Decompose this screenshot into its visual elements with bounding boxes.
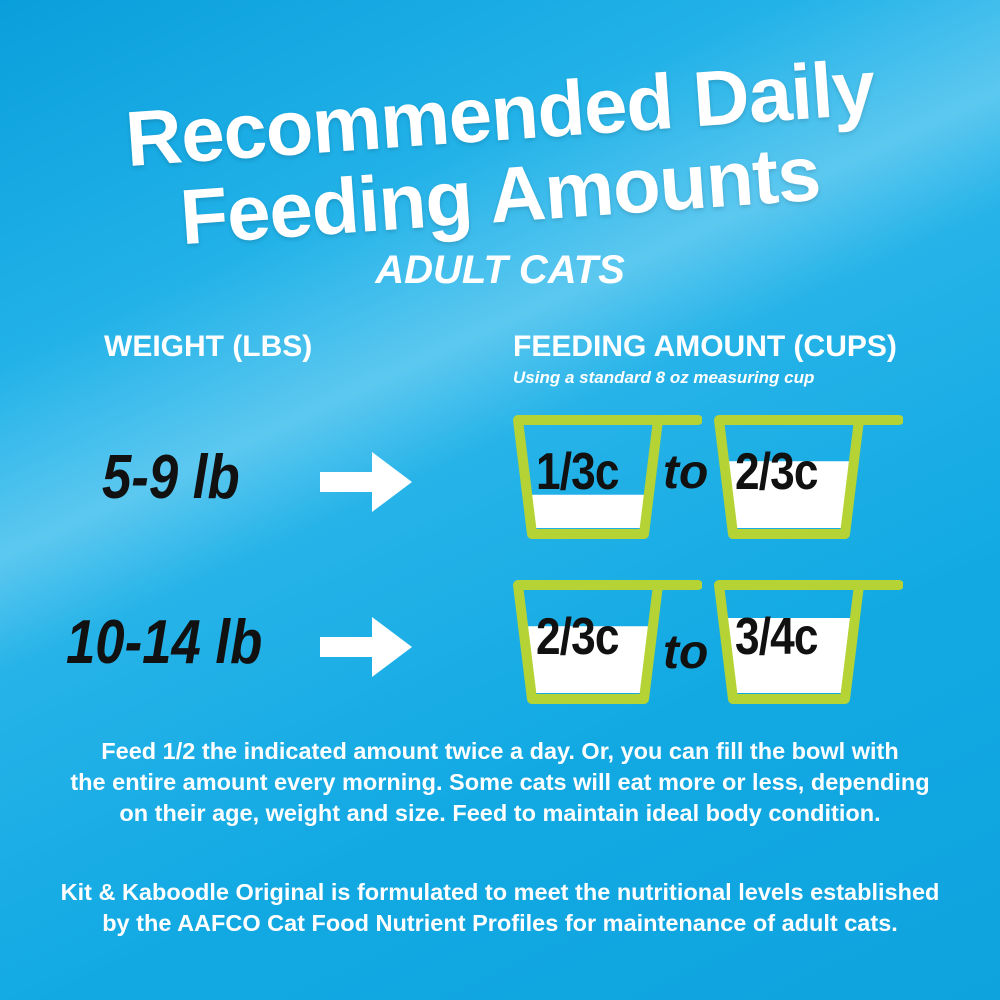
- cup-min-label: 2/3c: [536, 608, 619, 666]
- cup-fill: [726, 461, 852, 528]
- disclaimer-line: Kit & Kaboodle Original is formulated to…: [60, 879, 940, 905]
- connector-to: to: [663, 626, 709, 679]
- cup-fill: [530, 494, 646, 528]
- right-arrow-icon: [320, 452, 412, 512]
- cup-min: 2/3c: [512, 579, 703, 709]
- disclaimer: Kit & Kaboodle Original is formulated to…: [30, 877, 970, 939]
- cup-max-label: 2/3c: [735, 443, 818, 501]
- connector-to: to: [663, 446, 709, 499]
- amount-header: FEEDING AMOUNT (CUPS): [513, 330, 897, 363]
- amount-note: Using a standard 8 oz measuring cup: [513, 368, 815, 387]
- cup-min: 1/3c: [512, 414, 703, 544]
- instructions: Feed 1/2 the indicated amount twice a da…: [30, 736, 970, 829]
- instructions-line: Feed 1/2 the indicated amount twice a da…: [101, 738, 899, 764]
- right-arrow-icon: [320, 617, 412, 677]
- cup-max-label: 3/4c: [735, 608, 818, 666]
- weight-label: 5-9 lb: [102, 443, 240, 512]
- instructions-line: on their age, weight and size. Feed to m…: [119, 800, 881, 826]
- cup-min-label: 1/3c: [536, 443, 619, 501]
- weight-label: 10-14 lb: [66, 608, 263, 677]
- subtitle: ADULT CATS: [375, 248, 625, 292]
- disclaimer-line: by the AAFCO Cat Food Nutrient Profiles …: [102, 910, 898, 936]
- weight-header: WEIGHT (LBS): [104, 330, 313, 363]
- cup-fill: [525, 626, 651, 693]
- instructions-line: the entire amount every morning. Some ca…: [70, 769, 930, 795]
- cup-max: 2/3c: [713, 414, 904, 544]
- cup-fill: [726, 618, 852, 693]
- cup-max: 3/4c: [713, 579, 904, 709]
